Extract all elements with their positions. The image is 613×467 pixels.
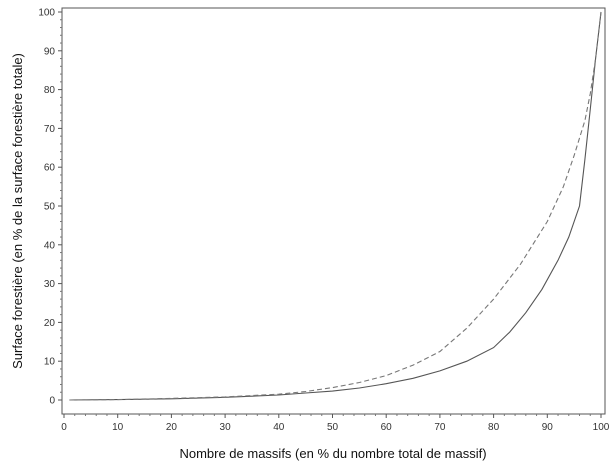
- x-tick-label: 30: [220, 422, 232, 433]
- y-tick-label: 40: [44, 240, 56, 251]
- y-tick-label: 50: [44, 202, 56, 213]
- x-tick-label: 0: [61, 422, 67, 433]
- x-tick-label: 60: [381, 422, 393, 433]
- y-tick-label: 60: [44, 163, 56, 174]
- x-tick-label: 70: [434, 422, 446, 433]
- x-tick-label: 90: [542, 422, 554, 433]
- y-tick-label: 70: [44, 124, 56, 135]
- plot-frame: [61, 7, 606, 415]
- y-tick-label: 90: [44, 46, 56, 57]
- y-tick-label: 0: [49, 396, 55, 407]
- x-tick-label: 10: [112, 422, 124, 433]
- y-axis-ticks: 0 10 20 30 40 50 60 70 80 90 100: [38, 8, 62, 407]
- y-tick-label: 10: [44, 357, 56, 368]
- x-axis-ticks: 0 10 20 30 40 50 60 70 80 90 100: [61, 414, 610, 433]
- y-tick-label: 80: [44, 85, 56, 96]
- x-tick-label: 50: [327, 422, 339, 433]
- x-axis-title: Nombre de massifs (en % du nombre total …: [179, 446, 486, 461]
- series-line-dashed: [69, 11, 602, 401]
- series-lines: [69, 11, 602, 401]
- series-line-solid: [69, 11, 602, 401]
- y-axis-title: Surface forestière (en % de la surface f…: [10, 53, 25, 369]
- x-tick-label: 100: [593, 422, 610, 433]
- y-tick-label: 100: [38, 8, 55, 19]
- y-tick-label: 20: [44, 318, 56, 329]
- y-tick-label: 30: [44, 279, 56, 290]
- x-tick-label: 20: [166, 422, 178, 433]
- x-tick-label: 40: [273, 422, 285, 433]
- x-tick-label: 80: [488, 422, 500, 433]
